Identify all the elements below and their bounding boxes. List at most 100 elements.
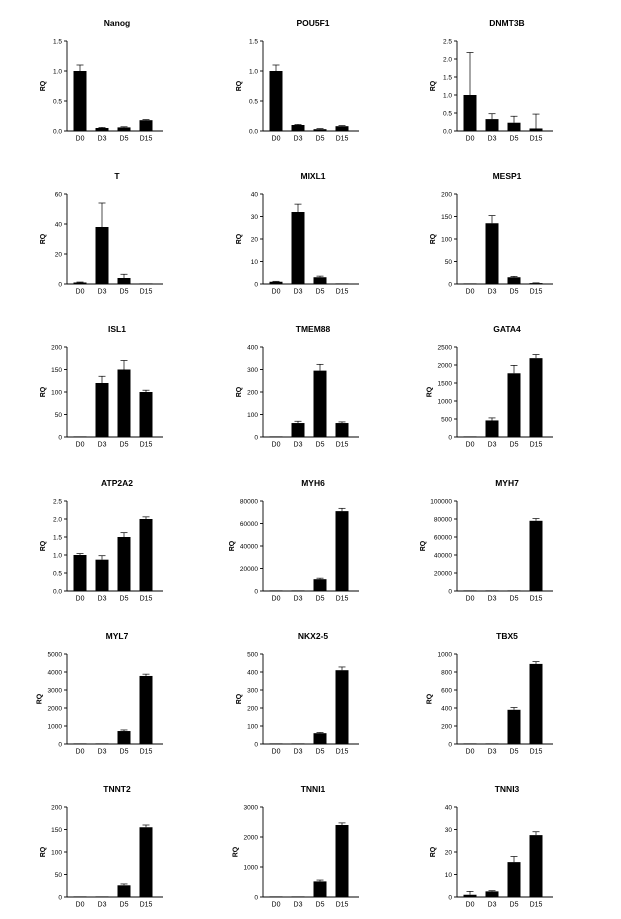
x-tick-label: D15	[140, 136, 153, 143]
chart-gata4: GATA4 0 500 1000 1500 2000 2500 RQ D0 D3 D5 D15	[427, 324, 553, 449]
y-tick-label: 0.5	[443, 110, 452, 117]
chart-title: NKX2-5	[298, 631, 329, 641]
y-tick-label: 60000	[240, 521, 258, 528]
y-tick-label: 800	[441, 669, 452, 676]
x-tick-label: D0	[466, 596, 475, 603]
y-tick-label: 200	[441, 191, 452, 198]
y-tick-label: 0.5	[53, 98, 62, 105]
y-tick-label: 2.0	[53, 516, 62, 523]
y-tick-label: 1.5	[53, 534, 62, 541]
x-tick-label: D5	[316, 902, 325, 909]
bar	[139, 519, 153, 591]
y-tick-label: 0	[254, 741, 258, 748]
bar	[117, 369, 131, 437]
x-tick-label: D3	[294, 596, 303, 603]
bar	[485, 223, 499, 284]
y-tick-label: 100	[247, 412, 258, 419]
y-tick-label: 100	[441, 236, 452, 243]
x-tick-label: D0	[76, 749, 85, 756]
y-axis-label: RQ	[427, 693, 434, 704]
y-axis-label: RQ	[229, 540, 236, 551]
bar	[463, 283, 477, 284]
y-tick-label: 80000	[240, 498, 258, 505]
y-tick-label: 10	[251, 259, 259, 266]
chart-mesp1: MESP1 0 50 100 150 200 RQ D0 D3 D5 D15	[430, 171, 553, 296]
x-tick-label: D15	[336, 902, 349, 909]
bar	[139, 827, 153, 897]
y-tick-label: 150	[51, 827, 62, 834]
bar	[335, 126, 349, 131]
bar	[463, 590, 477, 591]
x-tick-label: D5	[510, 902, 519, 909]
x-tick-label: D15	[530, 902, 543, 909]
chart-title: ATP2A2	[101, 478, 133, 488]
y-tick-label: 60000	[434, 534, 452, 541]
y-tick-label: 0.0	[443, 128, 452, 135]
y-tick-label: 30	[445, 827, 453, 834]
y-axis-label: RQ	[233, 846, 240, 857]
y-tick-label: 40	[55, 221, 63, 228]
bar	[485, 590, 499, 591]
bar	[313, 733, 327, 744]
bar	[117, 127, 131, 131]
y-tick-label: 2.0	[443, 56, 452, 63]
bar	[95, 227, 109, 284]
chart-title: MYH6	[301, 478, 325, 488]
y-tick-label: 0	[254, 894, 258, 901]
x-tick-label: D15	[530, 596, 543, 603]
chart-t: T 0 20 40 60 RQ D0 D3 D5 D15	[40, 171, 163, 296]
bar	[73, 282, 87, 284]
bar	[463, 95, 477, 131]
bar	[291, 896, 305, 897]
y-axis-label: RQ	[420, 540, 427, 551]
x-tick-label: D5	[120, 442, 129, 449]
bar	[73, 436, 87, 437]
y-tick-label: 2500	[438, 344, 453, 351]
y-tick-label: 2.5	[53, 498, 62, 505]
y-tick-label: 0.5	[249, 98, 258, 105]
y-tick-label: 5000	[48, 651, 63, 658]
bar	[485, 119, 499, 131]
x-tick-label: D3	[98, 902, 107, 909]
x-tick-label: D15	[530, 136, 543, 143]
y-axis-label: RQ	[236, 80, 243, 91]
y-tick-label: 4000	[48, 669, 63, 676]
bar	[529, 283, 543, 284]
y-tick-label: 1.0	[249, 68, 258, 75]
bar	[507, 590, 521, 591]
x-tick-label: D5	[510, 136, 519, 143]
y-tick-label: 2000	[244, 834, 259, 841]
x-tick-label: D0	[76, 289, 85, 296]
chart-title: MESP1	[493, 171, 522, 181]
x-tick-label: D3	[98, 749, 107, 756]
x-tick-label: D5	[120, 136, 129, 143]
y-tick-label: 1.5	[443, 74, 452, 81]
chart-tnni3: TNNI3 0 10 20 30 40 RQ D0 D3 D5 D15	[430, 784, 553, 909]
y-tick-label: 0	[448, 894, 452, 901]
x-tick-label: D0	[272, 442, 281, 449]
y-axis-label: RQ	[40, 233, 47, 244]
bar	[139, 675, 153, 744]
bar	[313, 129, 327, 131]
y-tick-label: 500	[247, 651, 258, 658]
bar	[463, 743, 477, 744]
x-tick-label: D0	[466, 749, 475, 756]
x-tick-label: D5	[316, 442, 325, 449]
x-tick-label: D15	[530, 749, 543, 756]
bar	[291, 743, 305, 744]
bar	[95, 743, 109, 744]
x-tick-label: D5	[510, 749, 519, 756]
y-axis-label: RQ	[427, 386, 434, 397]
x-tick-label: D0	[272, 749, 281, 756]
y-axis-label: RQ	[37, 693, 44, 704]
y-tick-label: 40	[251, 191, 259, 198]
y-tick-label: 80000	[434, 516, 452, 523]
bar	[463, 894, 477, 897]
bar	[139, 283, 153, 284]
chart-dnmt3b: DNMT3B 0.0 0.5 1.0 1.5 2.0 2.5 RQ D0 D3 D5 D15	[430, 18, 553, 143]
y-tick-label: 200	[51, 804, 62, 811]
bar	[507, 122, 521, 131]
x-tick-label: D5	[316, 136, 325, 143]
x-tick-label: D5	[316, 749, 325, 756]
y-tick-label: 2000	[48, 705, 63, 712]
